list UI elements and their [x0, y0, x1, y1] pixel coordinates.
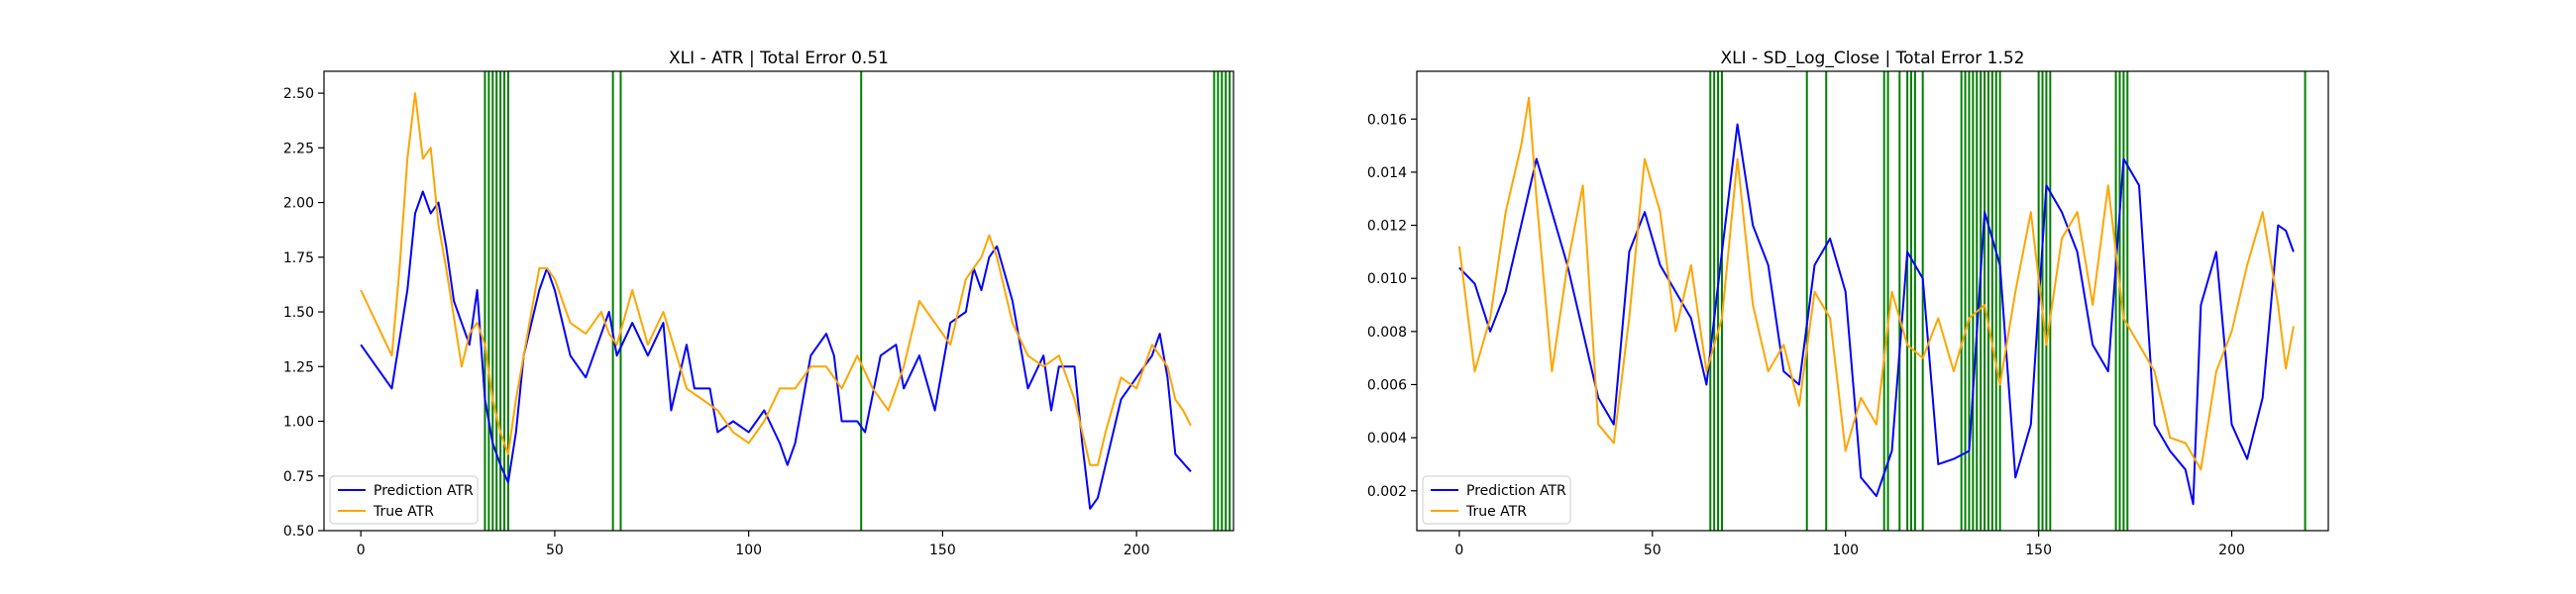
- y-tick-label: 1.25: [283, 359, 314, 375]
- y-tick-label: 0.002: [1367, 484, 1407, 500]
- legend: Prediction ATR True ATR: [329, 475, 479, 525]
- plot-frame: [1416, 70, 2329, 532]
- axes: 0 50 100 150 200 0.50 0.75 1.00 1.25 1.50 1.75 2.00…: [283, 86, 1150, 558]
- legend-label-true: True ATR: [373, 504, 434, 520]
- y-tick-label: 2.00: [283, 196, 314, 212]
- series-line-prediction: [360, 190, 1192, 510]
- y-tick-label: 1.50: [283, 305, 314, 321]
- x-tick-label: 150: [2025, 543, 2052, 558]
- x-tick-label: 0: [1454, 543, 1463, 558]
- y-tick-label: 0.75: [283, 469, 314, 485]
- legend-label-prediction: Prediction ATR: [1466, 483, 1566, 499]
- x-tick-label: 50: [546, 543, 564, 558]
- y-tick-label: 2.25: [283, 141, 314, 156]
- axes: 0 50 100 150 200 0.002 0.004 0.006 0.008 0.010 0.0…: [1367, 112, 2245, 558]
- x-tick-label: 200: [2218, 543, 2245, 558]
- plot-area: [1457, 71, 2307, 531]
- x-tick-label: 100: [1832, 543, 1859, 558]
- y-tick-label: 0.004: [1367, 431, 1407, 446]
- y-tick-label: 1.00: [283, 415, 314, 431]
- series-line-prediction: [1458, 123, 2295, 506]
- legend: Prediction ATR True ATR: [1422, 475, 1571, 525]
- chart-sd-log-close: XLI - SD_Log_Close | Total Error 1.52 0 5…: [1367, 49, 2329, 558]
- y-tick-label: 0.016: [1367, 112, 1407, 128]
- legend-label-true: True ATR: [1465, 504, 1527, 520]
- legend-box: [329, 475, 479, 525]
- y-tick-label: 0.50: [283, 524, 314, 540]
- plot-frame: [323, 70, 1234, 532]
- x-tick-label: 0: [357, 543, 366, 558]
- legend-label-prediction: Prediction ATR: [374, 483, 474, 499]
- x-tick-label: 50: [1644, 543, 1662, 558]
- y-tick-label: 0.006: [1367, 377, 1407, 393]
- y-tick-label: 2.50: [283, 86, 314, 102]
- chart-atr: XLI - ATR | Total Error 0.51 0 50 100 150 20…: [283, 49, 1234, 558]
- y-tick-label: 0.012: [1367, 219, 1407, 235]
- y-tick-label: 1.75: [283, 250, 314, 266]
- chart-title: XLI - ATR | Total Error 0.51: [669, 49, 889, 68]
- x-tick-label: 200: [1124, 543, 1150, 558]
- plot-area: [360, 71, 1232, 531]
- y-tick-label: 0.010: [1367, 271, 1407, 287]
- chart-title: XLI - SD_Log_Close | Total Error 1.52: [1721, 49, 2025, 68]
- y-tick-label: 0.014: [1367, 165, 1407, 181]
- x-tick-label: 100: [735, 543, 762, 558]
- legend-box: [1422, 475, 1571, 525]
- series-line-true: [1457, 96, 2295, 471]
- series-line-true: [360, 92, 1192, 466]
- x-tick-label: 150: [929, 543, 956, 558]
- y-tick-label: 0.008: [1367, 325, 1407, 341]
